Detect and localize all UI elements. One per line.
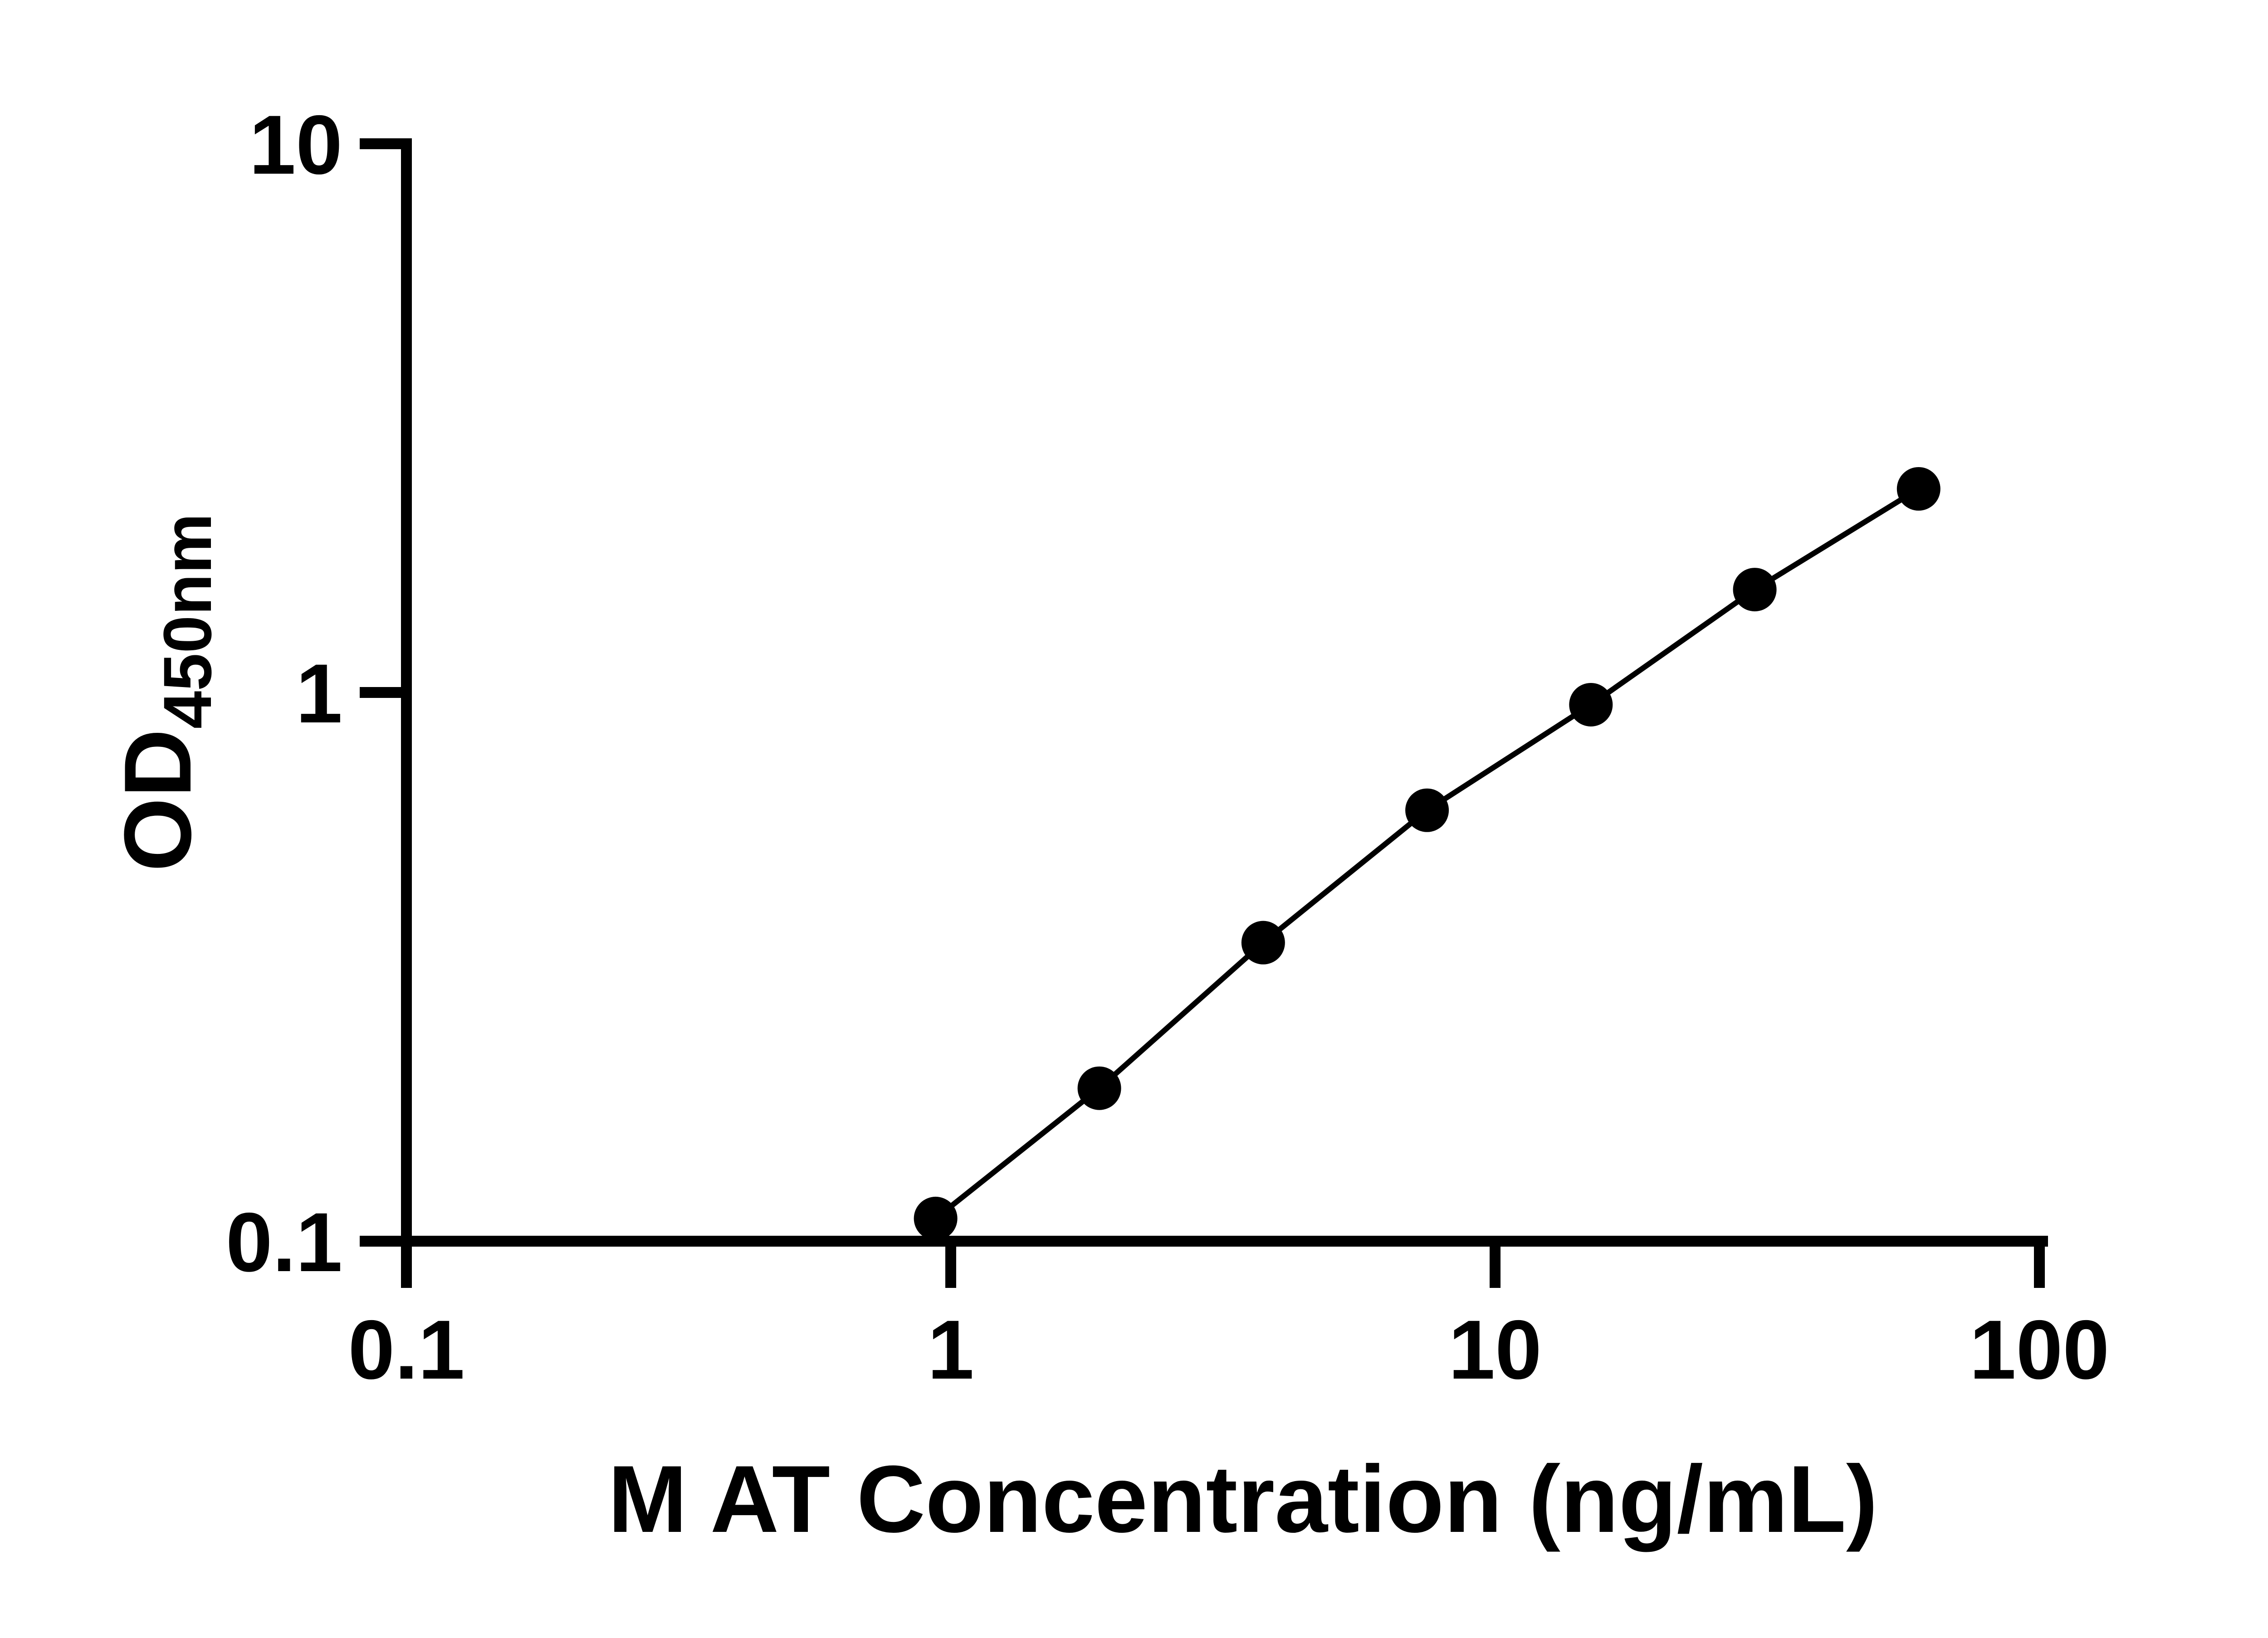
y-tick-label: 1 bbox=[296, 647, 342, 741]
x-axis-ticks bbox=[401, 1241, 2045, 1288]
y-axis-ticks bbox=[360, 138, 406, 1247]
data-point bbox=[1569, 682, 1613, 726]
data-point bbox=[914, 1196, 958, 1240]
x-tick-label: 1 bbox=[928, 1303, 974, 1397]
x-axis: 0.1 1 10 100 bbox=[348, 1236, 2109, 1397]
x-tick-label: 100 bbox=[1970, 1303, 2110, 1397]
data-point bbox=[1405, 788, 1449, 832]
y-tick-label: 0.1 bbox=[226, 1196, 342, 1289]
y-axis-tick-labels: 10 1 0.1 bbox=[226, 98, 342, 1289]
x-axis-tick-labels: 0.1 1 10 100 bbox=[348, 1303, 2109, 1397]
data-point bbox=[1077, 1066, 1121, 1110]
y-axis-title: OD450nm bbox=[104, 513, 225, 872]
x-axis-title: M AT Concentration (ng/mL) bbox=[608, 1446, 1878, 1552]
x-tick-label: 10 bbox=[1448, 1303, 1542, 1397]
y-axis-title-main: OD bbox=[104, 729, 211, 872]
y-tick-label: 10 bbox=[249, 98, 342, 192]
y-axis-title-subscript: 450nm bbox=[149, 513, 225, 729]
series-points bbox=[914, 467, 1941, 1240]
data-point bbox=[1241, 921, 1285, 965]
x-tick-label: 0.1 bbox=[348, 1303, 464, 1397]
data-point bbox=[1897, 467, 1941, 511]
y-axis: 10 1 0.1 bbox=[226, 98, 412, 1289]
data-series bbox=[914, 467, 1941, 1240]
data-point bbox=[1733, 568, 1777, 612]
